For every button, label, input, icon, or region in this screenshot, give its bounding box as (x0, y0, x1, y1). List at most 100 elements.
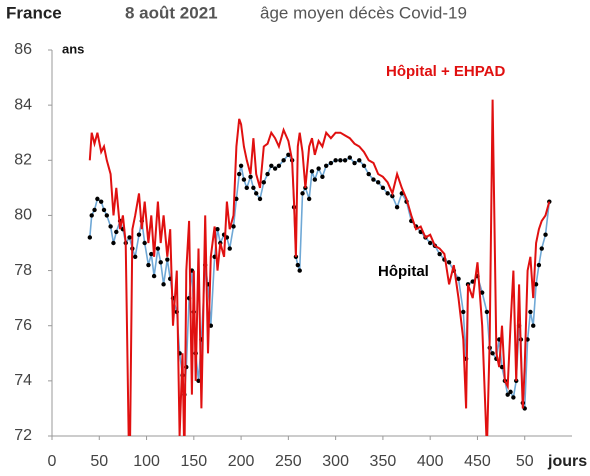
data-point (461, 309, 466, 315)
y-tick-label: 76 (14, 317, 32, 334)
x-tick-label: 0 (48, 453, 57, 470)
data-point (361, 163, 367, 168)
x-axis-label: jours (547, 453, 587, 470)
x-tick-label: 400 (417, 453, 444, 470)
x-tick-label: 50 (90, 453, 108, 470)
data-point (108, 224, 113, 229)
data-point (238, 163, 244, 168)
data-point (536, 262, 542, 268)
data-point (357, 158, 362, 163)
plot-area (87, 99, 552, 436)
x-tick-label: 350 (370, 453, 397, 470)
data-point (161, 282, 166, 287)
data-point (333, 158, 338, 163)
data-point (306, 196, 312, 202)
y-axis-label: ans (62, 41, 84, 56)
y-tick-label: 86 (14, 41, 32, 58)
data-point (127, 235, 132, 240)
y-tick-label: 80 (14, 207, 32, 224)
data-point (300, 191, 305, 196)
data-point (254, 191, 259, 196)
data-point (151, 273, 157, 279)
data-point (101, 207, 107, 213)
data-point (234, 196, 239, 202)
y-tick-label: 72 (14, 427, 32, 444)
y-tick-label: 82 (14, 152, 32, 169)
x-tick-label: 100 (133, 453, 160, 470)
x-tick-label: 150 (180, 453, 207, 470)
data-point (320, 174, 325, 180)
data-point (261, 180, 266, 185)
data-point (265, 171, 270, 177)
data-point (248, 174, 253, 180)
data-point (297, 268, 302, 273)
data-point (427, 240, 433, 246)
data-point (543, 232, 548, 237)
data-point (136, 232, 142, 237)
x-tick-label: 300 (322, 453, 349, 470)
data-point (295, 262, 301, 268)
data-point (328, 160, 334, 166)
data-point (215, 227, 220, 232)
data-point (531, 323, 536, 328)
legend-label: Hôpital + EHPAD (386, 63, 505, 80)
data-point (244, 185, 249, 191)
data-point (394, 204, 400, 210)
data-point (309, 169, 315, 174)
data-point (366, 171, 371, 177)
line (88, 99, 551, 436)
data-point (257, 196, 263, 202)
data-point (149, 251, 154, 257)
x-tick-label: 250 (275, 453, 302, 470)
data-point (371, 177, 376, 182)
data-point (158, 260, 163, 265)
data-point (155, 246, 161, 251)
data-point (479, 290, 485, 295)
data-point (490, 351, 495, 356)
data-point (281, 158, 286, 163)
data-point (484, 309, 490, 315)
data-point (272, 166, 278, 171)
data-point (385, 191, 390, 196)
data-point (165, 257, 170, 262)
x-tick-label: 450 (464, 453, 491, 470)
data-point (375, 180, 381, 185)
data-point (276, 163, 282, 168)
data-point (104, 213, 110, 218)
data-point (111, 240, 116, 246)
data-point (456, 276, 461, 282)
data-point (133, 254, 138, 259)
data-point (505, 392, 510, 397)
data-point (227, 246, 232, 251)
chart-title: France (6, 3, 62, 22)
data-point (446, 260, 452, 265)
data-point (511, 395, 516, 400)
data-point (437, 251, 442, 257)
data-point (508, 389, 513, 395)
data-point (390, 193, 395, 199)
chart-subtitle: 8 août 2021 (125, 3, 218, 22)
data-point (342, 158, 348, 163)
y-tick-label: 84 (14, 96, 32, 113)
y-tick-label: 78 (14, 262, 32, 279)
data-point (312, 177, 318, 182)
data-point (347, 155, 353, 160)
data-point (146, 262, 151, 268)
data-point (352, 160, 357, 166)
data-point (251, 185, 256, 191)
chart-subtitle: âge moyen décès Covid-19 (260, 3, 467, 22)
data-point (92, 207, 97, 213)
data-point (237, 171, 242, 177)
data-point (528, 309, 533, 315)
data-point (316, 166, 321, 171)
data-point (98, 199, 104, 204)
x-tick-label: 200 (228, 453, 255, 470)
data-point (286, 152, 291, 157)
data-point (196, 378, 201, 384)
data-point (323, 163, 329, 168)
data-point (114, 229, 119, 235)
x-tick-label: 50 (516, 453, 534, 470)
data-point (89, 213, 94, 218)
data-point (269, 163, 274, 168)
